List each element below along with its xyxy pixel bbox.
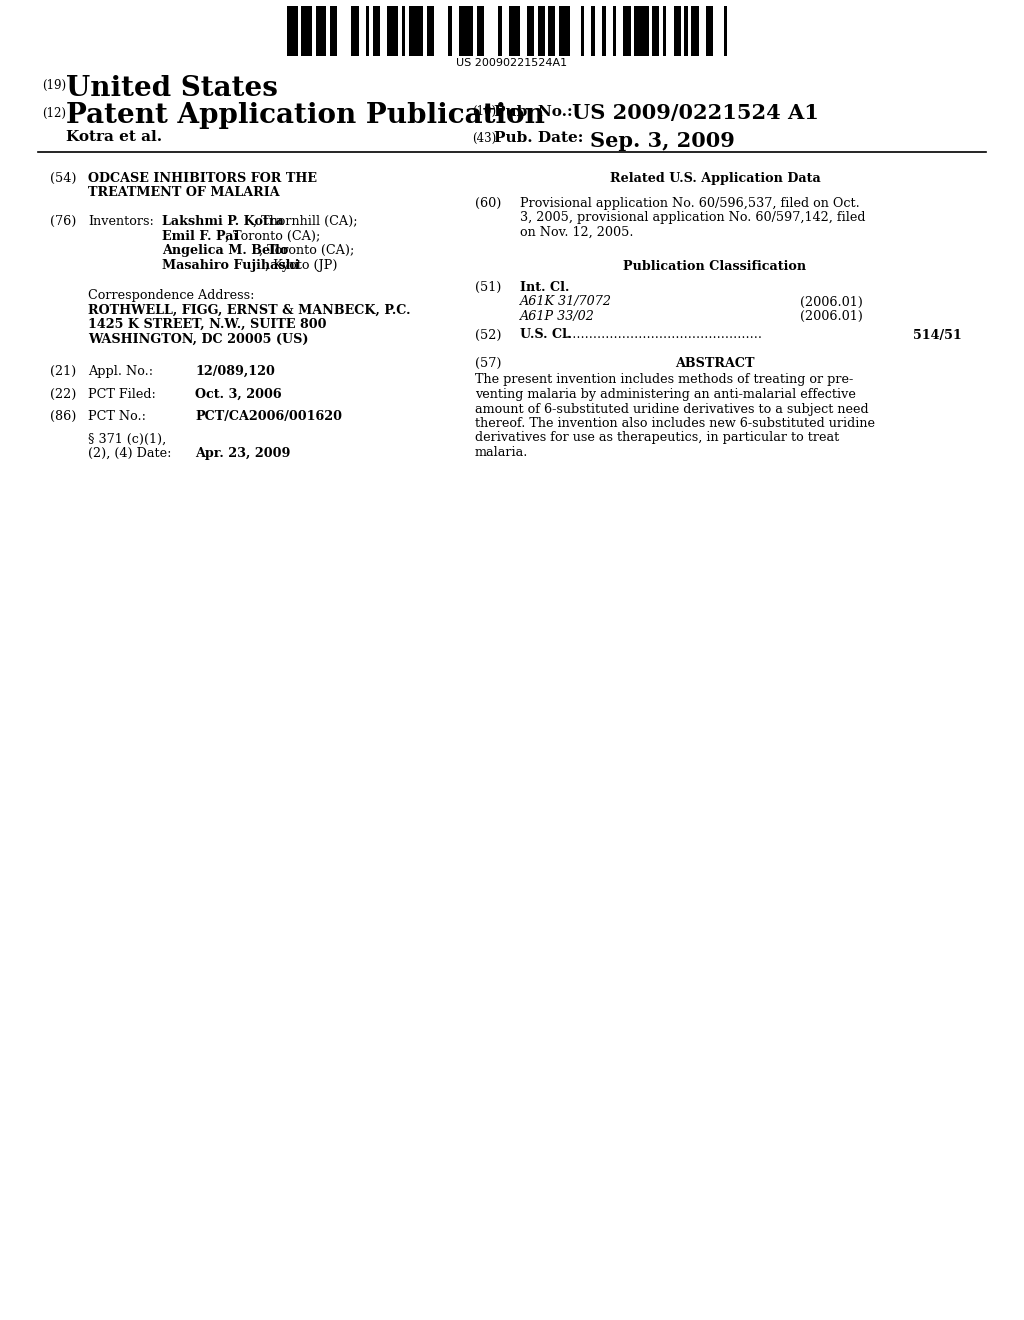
Text: PCT/CA2006/001620: PCT/CA2006/001620 xyxy=(195,411,342,422)
Text: Sep. 3, 2009: Sep. 3, 2009 xyxy=(590,131,735,150)
Text: PCT No.:: PCT No.: xyxy=(88,411,146,422)
Text: Inventors:: Inventors: xyxy=(88,215,154,228)
Bar xyxy=(330,7,337,55)
Text: ................................................: ........................................… xyxy=(565,329,763,342)
Text: 3, 2005, provisional application No. 60/597,142, filed: 3, 2005, provisional application No. 60/… xyxy=(520,211,865,224)
Text: § 371 (c)(1),: § 371 (c)(1), xyxy=(88,433,166,446)
Text: malaria.: malaria. xyxy=(475,446,528,459)
Text: Publication Classification: Publication Classification xyxy=(624,260,807,273)
Bar xyxy=(409,7,423,55)
Bar xyxy=(602,7,605,55)
Bar xyxy=(581,7,584,55)
Text: Angelica M. Bello: Angelica M. Bello xyxy=(162,244,289,257)
Text: thereof. The invention also includes new 6-substituted uridine: thereof. The invention also includes new… xyxy=(475,417,874,430)
Bar xyxy=(684,7,688,55)
Bar xyxy=(427,7,434,55)
Bar xyxy=(301,7,312,55)
Text: TREATMENT OF MALARIA: TREATMENT OF MALARIA xyxy=(88,186,280,199)
Text: (2006.01): (2006.01) xyxy=(800,310,863,323)
Text: United States: United States xyxy=(66,75,278,102)
Text: Patent Application Publication: Patent Application Publication xyxy=(66,102,545,129)
Text: , Thornhill (CA);: , Thornhill (CA); xyxy=(253,215,357,228)
Bar xyxy=(724,7,727,55)
Text: (2006.01): (2006.01) xyxy=(800,296,863,309)
Bar xyxy=(663,7,667,55)
Bar xyxy=(509,7,519,55)
Bar xyxy=(287,7,298,55)
Text: 514/51: 514/51 xyxy=(913,329,962,342)
Bar xyxy=(652,7,659,55)
Bar xyxy=(634,7,648,55)
Bar xyxy=(351,7,358,55)
Text: (57): (57) xyxy=(475,356,502,370)
Text: A61P 33/02: A61P 33/02 xyxy=(520,310,595,323)
Text: (52): (52) xyxy=(475,329,502,342)
Text: ABSTRACT: ABSTRACT xyxy=(675,356,755,370)
Bar xyxy=(624,7,631,55)
Text: U.S. Cl.: U.S. Cl. xyxy=(520,329,571,342)
Text: Masahiro Fujihashi: Masahiro Fujihashi xyxy=(162,259,299,272)
Text: PCT Filed:: PCT Filed: xyxy=(88,388,156,400)
Bar xyxy=(526,7,534,55)
Text: Oct. 3, 2006: Oct. 3, 2006 xyxy=(195,388,282,400)
Text: (51): (51) xyxy=(475,281,502,294)
Text: WASHINGTON, DC 20005 (US): WASHINGTON, DC 20005 (US) xyxy=(88,333,308,346)
Text: (12): (12) xyxy=(42,107,66,120)
Bar xyxy=(366,7,370,55)
Bar xyxy=(591,7,595,55)
Text: The present invention includes methods of treating or pre-: The present invention includes methods o… xyxy=(475,374,853,387)
Bar xyxy=(477,7,484,55)
Text: venting malaria by administering an anti-malarial effective: venting malaria by administering an anti… xyxy=(475,388,856,401)
Bar xyxy=(387,7,398,55)
Text: ODCASE INHIBITORS FOR THE: ODCASE INHIBITORS FOR THE xyxy=(88,172,317,185)
Text: Correspondence Address:: Correspondence Address: xyxy=(88,289,255,302)
Text: Pub. Date:: Pub. Date: xyxy=(494,131,584,145)
Text: Lakshmi P. Kotra: Lakshmi P. Kotra xyxy=(162,215,284,228)
Text: (86): (86) xyxy=(50,411,77,422)
Bar xyxy=(612,7,616,55)
Bar xyxy=(691,7,698,55)
Text: US 20090221524A1: US 20090221524A1 xyxy=(457,58,567,69)
Bar xyxy=(315,7,327,55)
Text: (10): (10) xyxy=(472,106,496,117)
Text: (19): (19) xyxy=(42,79,67,92)
Bar xyxy=(674,7,681,55)
Text: A61K 31/7072: A61K 31/7072 xyxy=(520,296,612,309)
Text: (2), (4) Date:: (2), (4) Date: xyxy=(88,447,171,459)
Bar xyxy=(548,7,555,55)
Bar xyxy=(459,7,473,55)
Text: Int. Cl.: Int. Cl. xyxy=(520,281,569,294)
Bar xyxy=(706,7,713,55)
Text: amount of 6-substituted uridine derivatives to a subject need: amount of 6-substituted uridine derivati… xyxy=(475,403,868,416)
Text: derivatives for use as therapeutics, in particular to treat: derivatives for use as therapeutics, in … xyxy=(475,432,840,445)
Text: Pub. No.:: Pub. No.: xyxy=(494,106,572,119)
Text: ROTHWELL, FIGG, ERNST & MANBECK, P.C.: ROTHWELL, FIGG, ERNST & MANBECK, P.C. xyxy=(88,304,411,317)
Text: (60): (60) xyxy=(475,197,502,210)
Bar xyxy=(559,7,569,55)
Text: Provisional application No. 60/596,537, filed on Oct.: Provisional application No. 60/596,537, … xyxy=(520,197,860,210)
Text: Kotra et al.: Kotra et al. xyxy=(66,129,162,144)
Bar xyxy=(401,7,406,55)
Text: , Toronto (CA);: , Toronto (CA); xyxy=(259,244,354,257)
Text: Apr. 23, 2009: Apr. 23, 2009 xyxy=(195,447,291,459)
Text: 12/089,120: 12/089,120 xyxy=(195,366,274,378)
Bar xyxy=(449,7,452,55)
Text: , Toronto (CA);: , Toronto (CA); xyxy=(224,230,319,243)
Text: (22): (22) xyxy=(50,388,77,400)
Text: (76): (76) xyxy=(50,215,77,228)
Text: 1425 K STREET, N.W., SUITE 800: 1425 K STREET, N.W., SUITE 800 xyxy=(88,318,327,331)
Bar xyxy=(538,7,545,55)
Text: (43): (43) xyxy=(472,132,497,145)
Text: on Nov. 12, 2005.: on Nov. 12, 2005. xyxy=(520,226,634,239)
Text: , Kyoto (JP): , Kyoto (JP) xyxy=(264,259,337,272)
Bar xyxy=(499,7,502,55)
Bar xyxy=(373,7,380,55)
Text: (54): (54) xyxy=(50,172,77,185)
Text: Emil F. Pai: Emil F. Pai xyxy=(162,230,239,243)
Text: Related U.S. Application Data: Related U.S. Application Data xyxy=(609,172,820,185)
Text: (21): (21) xyxy=(50,366,76,378)
Text: US 2009/0221524 A1: US 2009/0221524 A1 xyxy=(572,103,819,123)
Text: Appl. No.:: Appl. No.: xyxy=(88,366,154,378)
